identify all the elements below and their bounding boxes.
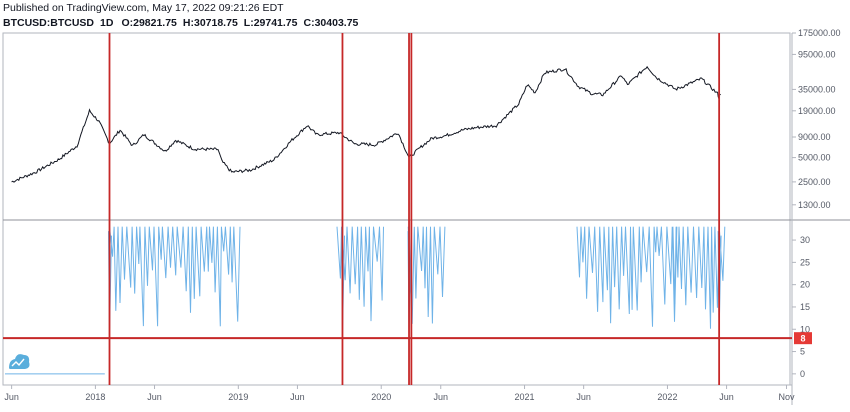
price-y-axis[interactable]: 175000.00 95000.00 35000.00 19000.00 9000.00… bbox=[792, 28, 841, 210]
logo-glyph bbox=[11, 358, 25, 367]
chart-header: Published on TradingView.com, May 17, 20… bbox=[3, 2, 843, 32]
price-tick-label: 5000.00 bbox=[798, 153, 831, 163]
indicator-tick-label: 20 bbox=[800, 280, 810, 290]
time-tick-label: Jun bbox=[4, 392, 19, 402]
time-tick-label: Jun bbox=[147, 392, 162, 402]
indicator-series-line bbox=[108, 226, 726, 334]
timeframe-label[interactable]: 1D bbox=[100, 17, 114, 29]
vertical-markers bbox=[108, 33, 721, 385]
indicator-tick-label: 30 bbox=[800, 235, 810, 245]
logo-icon bbox=[9, 354, 30, 369]
price-tick-label: 9000.00 bbox=[798, 132, 831, 142]
time-tick-label: Nov bbox=[778, 392, 795, 402]
close-value: C:30403.75 bbox=[303, 17, 359, 29]
threshold-group: 8 bbox=[3, 332, 812, 345]
time-x-axis[interactable]: Jun 2018 Jun 2019 Jun 2020 Jun 2021 Jun 2022 Jun No… bbox=[4, 385, 795, 402]
price-series-line bbox=[11, 65, 721, 183]
low-value: L:29741.75 bbox=[243, 17, 298, 29]
time-tick-label: 2018 bbox=[85, 392, 105, 402]
time-tick-label: 2020 bbox=[371, 392, 391, 402]
ohlc-legend: BTCUSD:BTCUSD 1D O:29821.75 H:30718.75 L:297… bbox=[3, 17, 843, 30]
chart-frame bbox=[2, 32, 850, 405]
time-tick-label: 2019 bbox=[228, 392, 248, 402]
indicator-tick-label: 10 bbox=[800, 324, 810, 334]
threshold-badge-label: 8 bbox=[800, 334, 805, 344]
indicator-tick-label: 5 bbox=[800, 347, 805, 357]
price-tick-label: 1300.00 bbox=[798, 200, 831, 210]
price-tick-label: 175000.00 bbox=[798, 28, 841, 38]
price-tick-label: 35000.00 bbox=[798, 84, 836, 94]
threshold-badge bbox=[794, 332, 812, 345]
tradingview-logo[interactable] bbox=[8, 353, 30, 375]
price-tick-label: 2500.00 bbox=[798, 177, 831, 187]
indicator-pane[interactable] bbox=[5, 226, 726, 375]
time-tick-label: 2022 bbox=[657, 392, 677, 402]
time-tick-label: Jun bbox=[433, 392, 448, 402]
symbol-label[interactable]: BTCUSD:BTCUSD bbox=[3, 17, 94, 29]
time-tick-label: Jun bbox=[719, 392, 734, 402]
high-value: H:30718.75 bbox=[182, 17, 238, 29]
open-value: O:29821.75 bbox=[121, 17, 177, 29]
time-tick-label: 2021 bbox=[515, 392, 535, 402]
price-tick-label: 19000.00 bbox=[798, 106, 836, 116]
time-tick-label: Jun bbox=[576, 392, 591, 402]
indicator-tick-label: 0 bbox=[800, 369, 805, 379]
time-tick-label: Jun bbox=[290, 392, 305, 402]
price-pane[interactable] bbox=[11, 65, 721, 183]
published-info: Published on TradingView.com, May 17, 20… bbox=[3, 2, 284, 14]
price-tick-label: 95000.00 bbox=[798, 49, 836, 59]
indicator-tick-label: 15 bbox=[800, 302, 810, 312]
indicator-tick-label: 25 bbox=[800, 257, 810, 267]
indicator-y-axis[interactable]: 30 25 20 15 10 5 0 bbox=[792, 235, 810, 379]
